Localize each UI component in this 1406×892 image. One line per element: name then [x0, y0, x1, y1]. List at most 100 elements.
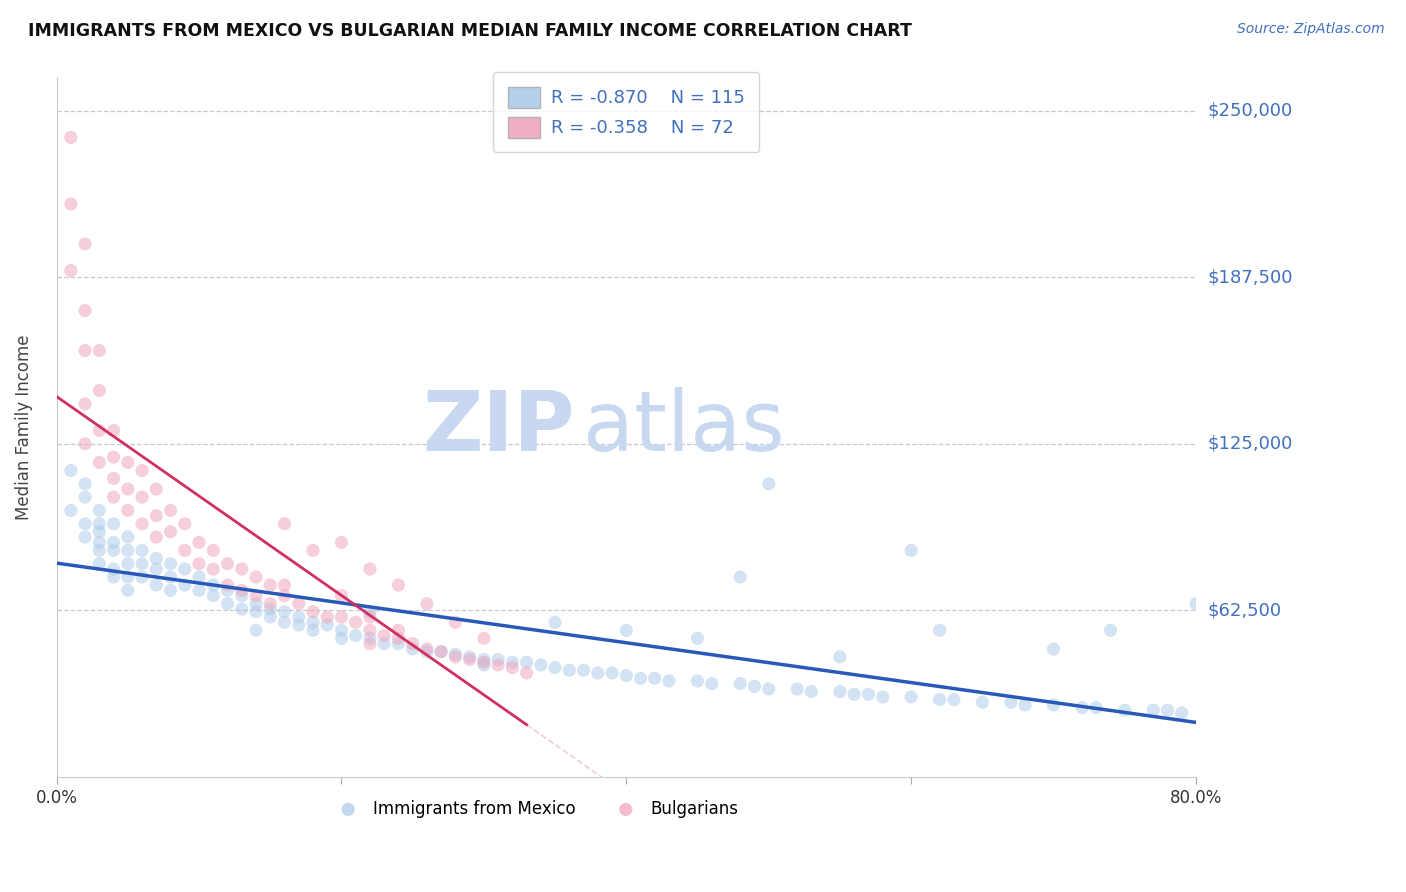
Point	[245, 570, 267, 584]
Point	[458, 652, 481, 666]
Point	[600, 665, 623, 680]
Point	[117, 530, 139, 544]
Point	[486, 652, 509, 666]
Point	[89, 543, 111, 558]
Point	[273, 578, 295, 592]
Point	[145, 508, 167, 523]
Point	[472, 652, 495, 666]
Point	[75, 397, 97, 411]
Point	[387, 578, 409, 592]
Point	[1071, 700, 1094, 714]
Point	[145, 578, 167, 592]
Y-axis label: Median Family Income: Median Family Income	[15, 334, 32, 520]
Point	[330, 535, 353, 549]
Point	[387, 624, 409, 638]
Point	[287, 597, 309, 611]
Point	[75, 516, 97, 531]
Point	[131, 543, 153, 558]
Point	[614, 668, 637, 682]
Point	[972, 695, 994, 709]
Point	[387, 637, 409, 651]
Point	[89, 424, 111, 438]
Point	[89, 557, 111, 571]
Point	[259, 597, 281, 611]
Point	[89, 384, 111, 398]
Point	[928, 692, 950, 706]
Point	[472, 632, 495, 646]
Point	[273, 516, 295, 531]
Point	[89, 535, 111, 549]
Point	[117, 503, 139, 517]
Point	[942, 692, 965, 706]
Point	[359, 605, 381, 619]
Point	[928, 624, 950, 638]
Point	[1099, 624, 1122, 638]
Point	[159, 583, 181, 598]
Point	[558, 663, 581, 677]
Point	[89, 516, 111, 531]
Point	[117, 557, 139, 571]
Point	[344, 629, 367, 643]
Point	[686, 673, 709, 688]
Point	[231, 562, 253, 576]
Point	[430, 645, 453, 659]
Text: $187,500: $187,500	[1208, 268, 1292, 286]
Point	[572, 663, 595, 677]
Point	[59, 197, 82, 211]
Point	[900, 543, 922, 558]
Point	[1000, 695, 1022, 709]
Point	[387, 632, 409, 646]
Point	[202, 543, 225, 558]
Point	[217, 557, 239, 571]
Point	[103, 424, 125, 438]
Text: ZIP: ZIP	[423, 386, 575, 467]
Point	[1114, 703, 1136, 717]
Point	[800, 684, 823, 698]
Point	[728, 676, 751, 690]
Point	[728, 570, 751, 584]
Point	[231, 602, 253, 616]
Point	[472, 657, 495, 672]
Point	[173, 543, 195, 558]
Point	[1156, 703, 1178, 717]
Point	[858, 687, 880, 701]
Point	[316, 618, 339, 632]
Point	[586, 665, 609, 680]
Point	[259, 602, 281, 616]
Point	[117, 570, 139, 584]
Text: Source: ZipAtlas.com: Source: ZipAtlas.com	[1237, 22, 1385, 37]
Point	[59, 463, 82, 477]
Point	[758, 681, 780, 696]
Point	[103, 471, 125, 485]
Point	[828, 650, 851, 665]
Point	[1042, 642, 1064, 657]
Point	[145, 562, 167, 576]
Point	[302, 543, 325, 558]
Point	[89, 503, 111, 517]
Point	[159, 524, 181, 539]
Point	[872, 690, 894, 704]
Point	[273, 605, 295, 619]
Text: $62,500: $62,500	[1208, 601, 1281, 619]
Point	[330, 589, 353, 603]
Point	[217, 583, 239, 598]
Point	[103, 450, 125, 464]
Point	[359, 610, 381, 624]
Point	[530, 657, 553, 672]
Legend: Immigrants from Mexico, Bulgarians: Immigrants from Mexico, Bulgarians	[325, 793, 745, 824]
Point	[145, 551, 167, 566]
Point	[1085, 700, 1108, 714]
Point	[117, 583, 139, 598]
Point	[1014, 698, 1036, 712]
Point	[287, 610, 309, 624]
Point	[430, 645, 453, 659]
Point	[401, 642, 423, 657]
Text: $125,000: $125,000	[1208, 434, 1292, 453]
Point	[416, 645, 439, 659]
Point	[316, 610, 339, 624]
Point	[117, 543, 139, 558]
Point	[188, 583, 211, 598]
Point	[344, 615, 367, 630]
Point	[245, 597, 267, 611]
Point	[188, 557, 211, 571]
